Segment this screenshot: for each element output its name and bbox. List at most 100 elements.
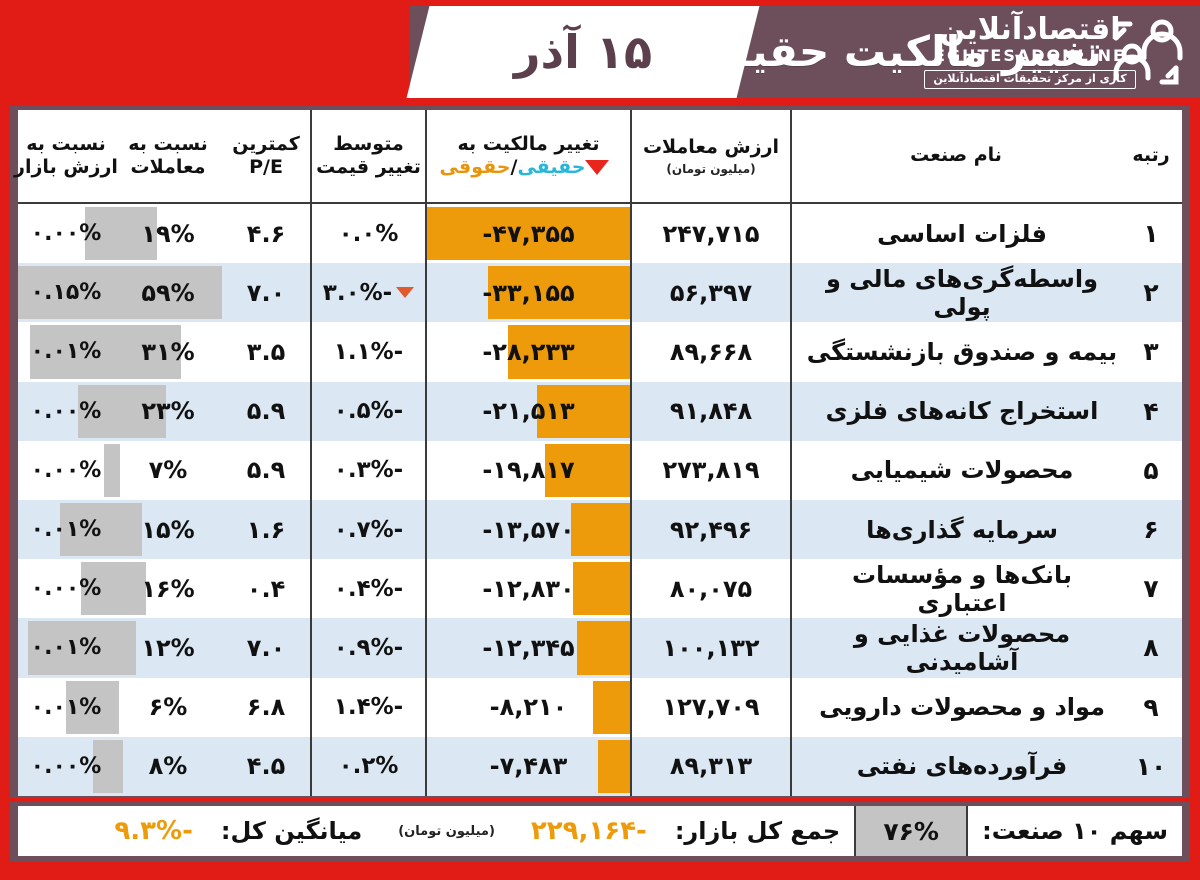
- cell-ratio-trades-label: ۱۶%: [141, 574, 195, 603]
- cell-ratio-trades: ۱۹%: [114, 204, 222, 263]
- ratio-trades-bar: [114, 680, 120, 734]
- cell-ratio-marketcap-label: ۰.۰۰%: [30, 457, 102, 483]
- ratio-trades-bar: [114, 266, 222, 320]
- cell-ratio-trades: ۸%: [114, 737, 222, 796]
- cell-ratio-trades: ۱۶%: [114, 559, 222, 618]
- cell-avg-price-change: ۰.۲%: [310, 736, 425, 796]
- cell-transaction-value: ۵۶,۳۹۷: [630, 263, 790, 323]
- col-header-ratio-trades-l1: نسبت به: [128, 132, 208, 155]
- table-row: ۱۰ فرآورده‌های نفتی ۸۹,۳۱۳ -۷,۴۸۳ ۰.۲% ۴.۵ ۸% ۰…: [18, 736, 1182, 796]
- cell-ratio-trades: ۲۳%: [114, 382, 222, 441]
- cell-ownership-change-label: -۲۱,۵۱۳: [482, 397, 575, 426]
- table-frame: رتبه نام صنعت ارزش معاملات (میلیون تومان…: [10, 106, 1190, 798]
- col-header-ratio-marketcap-l1: نسبت به: [26, 132, 106, 155]
- cell-avg-price-change-label: ۰.۰%: [338, 220, 399, 247]
- cell-transaction-value: ۱۲۷,۷۰۹: [630, 677, 790, 737]
- cell-avg-price-change-label: -۰.۷%: [333, 516, 404, 543]
- cell-transaction-value: ۹۱,۸۴۸: [630, 381, 790, 441]
- cell-rank: ۸: [1143, 633, 1159, 663]
- cell-rank: ۴: [1143, 396, 1159, 426]
- cell-transaction-value: ۸۹,۳۱۳: [630, 736, 790, 796]
- legend-haghighi: حقیقی: [517, 156, 586, 178]
- cell-ownership-change-label: -۱۲,۸۳۰: [482, 574, 575, 603]
- cell-min-pe: ۵.۹: [246, 397, 286, 426]
- ratio-marketcap-bar: [60, 502, 114, 557]
- cell-ownership-change-label: -۱۹,۸۱۷: [482, 456, 575, 485]
- ratio-marketcap-bar: [92, 739, 114, 793]
- cell-transaction-value: ۸۰,۰۷۵: [630, 559, 790, 619]
- col-header-transaction-value-unit: (میلیون تومان): [666, 161, 756, 176]
- col-header-rank: رتبه: [1120, 110, 1182, 202]
- cell-avg-price-change: -۰.۷%: [310, 499, 425, 560]
- footer-market-unit: (میلیون تومان): [398, 823, 495, 839]
- cell-ratio-marketcap: ۰.۰۱%: [18, 678, 114, 737]
- ownership-change-bar: [536, 384, 630, 438]
- col-header-transaction-value: ارزش معاملات (میلیون تومان): [630, 110, 790, 202]
- cell-ratio-marketcap: ۰.۰۰%: [18, 441, 114, 500]
- brand-tagline: کاری از مرکز تحقیقات اقتصادآنلاین: [924, 70, 1136, 89]
- cell-ratio-marketcap-label: ۰.۱۵%: [30, 280, 102, 306]
- cell-ratio-marketcap: ۰.۰۰%: [18, 382, 114, 441]
- ratio-trades-bar: [114, 325, 181, 379]
- cell-ratio-marketcap: ۰.۰۱%: [18, 500, 114, 559]
- cell-rank: ۹: [1143, 692, 1159, 722]
- cell-avg-price-change-label: -۰.۳%: [333, 457, 404, 484]
- cell-avg-price-change: -۱.۱%: [310, 322, 425, 382]
- ratio-trades-bar: [114, 207, 158, 261]
- cell-ratio-marketcap-label: ۰.۰۰%: [30, 221, 102, 247]
- cell-avg-price-change: -۰.۹%: [310, 618, 425, 678]
- cell-min-pe: ۷.۰: [246, 278, 286, 307]
- table-row: ۲ واسطه‌گری‌های مالی و پولی ۵۶,۳۹۷ -۳۳,۱۵۵ -…: [18, 263, 1182, 323]
- cell-industry-name: فلزات اساسی: [790, 204, 1120, 264]
- cell-min-pe: ۰.۴: [246, 574, 286, 603]
- cell-ownership-change: -۱۲,۳۴۵: [425, 618, 630, 678]
- table-body: ۱ فلزات اساسی ۲۴۷,۷۱۵ -۴۷,۳۵۵ ۰.۰% ۴.۶ ۱۹% ۰.۰۰…: [18, 204, 1182, 796]
- triangle-down-small-icon: [396, 287, 415, 299]
- col-header-ratio-trades-l2: معاملات: [130, 156, 206, 178]
- cell-min-pe: ۴.۵: [246, 752, 286, 781]
- brand-name-fa: اقتصادآنلاین: [939, 12, 1122, 48]
- cell-ownership-change: -۲۸,۲۳۳: [425, 322, 630, 382]
- footer-average-label: میانگین کل:: [220, 817, 363, 845]
- cell-min-pe: ۴.۶: [246, 219, 286, 248]
- cell-ratio-marketcap-label: ۰.۰۱%: [30, 339, 102, 365]
- cell-min-pe: ۳.۵: [246, 337, 286, 366]
- footer-spacer: [18, 806, 100, 856]
- table-row: ۱ فلزات اساسی ۲۴۷,۷۱۵ -۴۷,۳۵۵ ۰.۰% ۴.۶ ۱۹% ۰.۰۰…: [18, 204, 1182, 264]
- col-header-ownership-change: تغییر مالکیت به حقیقی/حقوقی: [425, 110, 630, 202]
- cell-industry-name: استخراج کانه‌های فلزی: [790, 381, 1120, 441]
- table-header-row: رتبه نام صنعت ارزش معاملات (میلیون تومان…: [14, 110, 1182, 204]
- cell-ownership-change: -۱۳,۵۷۰: [425, 499, 630, 560]
- industries-table: رتبه نام صنعت ارزش معاملات (میلیون تومان…: [14, 110, 1182, 796]
- cell-ratio-marketcap: ۰.۰۰%: [18, 559, 114, 618]
- cell-avg-price-change-label: -۰.۴%: [333, 575, 404, 602]
- ownership-change-bar: [577, 621, 630, 675]
- cell-ownership-change-label: -۷,۴۸۳: [489, 752, 568, 781]
- cell-industry-name: فرآورده‌های نفتی: [790, 736, 1120, 796]
- cell-ratio-trades-label: ۶%: [148, 693, 188, 722]
- header: تغییر مالکیت حقیقی/حقوقی ۱۵ آذر اقتصادآن…: [0, 0, 1200, 104]
- cell-avg-price-change: -۱.۴%: [310, 677, 425, 737]
- cell-ratio-marketcap-label: ۰.۰۱%: [30, 635, 102, 661]
- ownership-change-bar: [593, 680, 630, 734]
- cell-ownership-change-label: -۱۲,۳۴۵: [482, 633, 575, 662]
- cell-avg-price-change-label: -۰.۹%: [333, 634, 404, 661]
- cell-ratio-marketcap: ۰.۰۰%: [18, 737, 114, 796]
- cell-ownership-change-label: -۱۳,۵۷۰: [482, 515, 575, 544]
- table-row: ۸ محصولات غذایی و آشامیدنی ۱۰۰,۱۳۲ -۱۲,۳۴۵ -…: [18, 618, 1182, 678]
- table-row: ۵ محصولات شیمیایی ۲۷۳,۸۱۹ -۱۹,۸۱۷ -۰.۳% ۵.۹ ۷%…: [18, 440, 1182, 500]
- cell-ratio-marketcap: ۰.۰۰%: [18, 204, 114, 263]
- summary-footer-inner: سهم ۱۰ صنعت: ۷۶% جمع کل بازار: -۲۲۹,۱۶۴ …: [18, 806, 1182, 856]
- cell-rank: ۲: [1143, 278, 1159, 308]
- cell-ratio-trades-label: ۱۲%: [141, 633, 195, 662]
- brand-logo: اقتصادآنلاین EGHTESADONLINE کاری از مرکز…: [880, 8, 1180, 96]
- legend-hoghooghi: حقوقی: [439, 156, 511, 178]
- col-header-ownership-change-label: تغییر مالکیت به: [457, 132, 600, 155]
- date-chip: ۱۵ آذر: [406, 6, 760, 98]
- table-row: ۳ بیمه و صندوق بازنشستگی ۸۹,۶۶۸ -۲۸,۲۳۳ -۱.۱…: [18, 322, 1182, 382]
- col-header-ownership-change-legend: حقیقی/حقوقی: [440, 156, 618, 179]
- ownership-change-bar: [597, 739, 630, 793]
- ownership-change-bar: [571, 502, 630, 557]
- cell-ownership-change: -۱۲,۸۳۰: [425, 559, 630, 619]
